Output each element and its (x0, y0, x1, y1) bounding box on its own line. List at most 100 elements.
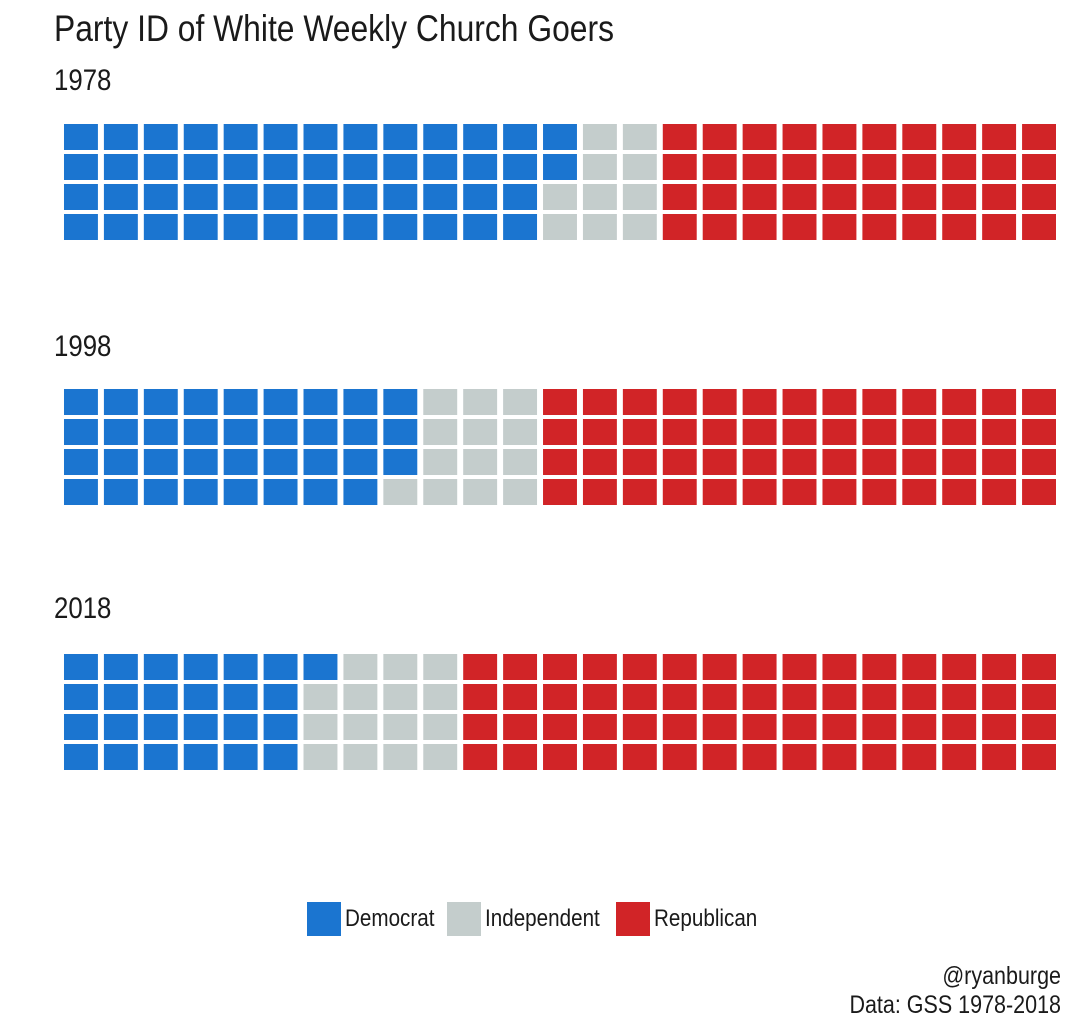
waffle-cell-1978-democrat (103, 124, 138, 150)
waffle-cell-1978-democrat (463, 154, 498, 180)
waffle-cell-1978-republican (902, 124, 937, 150)
waffle-cell-1998-democrat (143, 479, 178, 505)
waffle-cell-1998-independent (463, 449, 498, 475)
waffle-cell-1998-independent (423, 449, 458, 475)
waffle-cell-2018-republican (822, 744, 857, 770)
legend-item-democrat: Democrat (306, 902, 439, 936)
waffle-cell-2018-democrat (183, 654, 218, 680)
waffle-cell-1978-democrat (343, 154, 378, 180)
waffle-cell-1978-republican (1022, 184, 1056, 210)
waffle-cell-2018-republican (702, 684, 737, 710)
waffle-cell-1978-democrat (503, 124, 538, 150)
waffle-cell-2018-independent (343, 714, 378, 740)
waffle-cell-2018-republican (742, 684, 777, 710)
waffle-cell-1998-republican (543, 419, 577, 445)
waffle-cell-1978-independent (543, 184, 577, 210)
waffle-cell-2018-democrat (263, 684, 298, 710)
waffle-cell-2018-republican (982, 684, 1017, 710)
waffle-cell-1978-democrat (463, 124, 498, 150)
waffle-cell-2018-republican (782, 714, 817, 740)
legend-swatch-democrat (306, 902, 341, 936)
legend-swatch-independent (446, 902, 481, 936)
waffle-cell-1978-democrat (343, 124, 378, 150)
waffle-cell-2018-republican (582, 744, 617, 770)
waffle-cell-2018-independent (303, 684, 338, 710)
waffle-cell-1998-republican (782, 479, 817, 505)
waffle-cell-1978-democrat (543, 124, 577, 150)
waffle-cell-1978-democrat (303, 154, 338, 180)
waffle-cell-1998-republican (902, 389, 937, 415)
waffle-cell-1998-democrat (63, 479, 98, 505)
waffle-cell-2018-republican (622, 684, 657, 710)
waffle-cell-1998-independent (423, 389, 458, 415)
waffle-cell-2018-democrat (223, 714, 258, 740)
waffle-cell-2018-democrat (223, 744, 258, 770)
waffle-cell-2018-independent (383, 714, 418, 740)
legend: Democrat Independent Republican (0, 901, 1071, 937)
waffle-cell-1998-democrat (263, 389, 298, 415)
legend-label-independent: Independent (484, 905, 600, 932)
waffle-cell-1978-independent (622, 124, 657, 150)
waffle-cell-2018-republican (622, 744, 657, 770)
waffle-cell-2018-republican (782, 744, 817, 770)
waffle-cell-1978-republican (862, 184, 897, 210)
waffle-cell-1998-democrat (263, 419, 298, 445)
waffle-cell-1998-independent (503, 389, 538, 415)
waffle-cell-2018-republican (662, 654, 697, 680)
waffle-cell-2018-republican (662, 714, 697, 740)
waffle-cell-1978-democrat (343, 214, 378, 240)
waffle-cell-1978-democrat (263, 214, 298, 240)
waffle-cell-2018-republican (742, 714, 777, 740)
waffle-cell-2018-republican (862, 654, 897, 680)
waffle-cell-2018-independent (343, 684, 378, 710)
waffle-cell-2018-independent (343, 654, 378, 680)
waffle-cell-2018-republican (463, 714, 498, 740)
waffle-cell-2018-republican (1022, 684, 1056, 710)
waffle-cell-1998-republican (982, 449, 1017, 475)
waffle-cell-1978-democrat (383, 214, 418, 240)
waffle-cell-1998-republican (622, 419, 657, 445)
waffle-cell-1978-democrat (143, 184, 178, 210)
waffle-cell-1978-democrat (263, 154, 298, 180)
waffle-cell-1978-republican (1022, 154, 1056, 180)
waffle-cell-2018-democrat (143, 654, 178, 680)
waffle-cell-1978-democrat (63, 124, 98, 150)
waffle-cell-1998-democrat (223, 389, 258, 415)
waffle-cell-2018-republican (582, 684, 617, 710)
waffle-cell-1998-republican (782, 419, 817, 445)
waffle-cell-1998-republican (902, 449, 937, 475)
waffle-cell-2018-democrat (63, 744, 98, 770)
waffle-cell-2018-democrat (263, 744, 298, 770)
waffle-cell-1998-independent (503, 479, 538, 505)
waffle-cell-1978-republican (862, 214, 897, 240)
waffle-cell-2018-republican (782, 654, 817, 680)
waffle-cell-1998-democrat (303, 419, 338, 445)
waffle-cell-1978-republican (942, 184, 977, 210)
waffle-cell-1978-independent (622, 154, 657, 180)
waffle-cell-1998-republican (782, 389, 817, 415)
waffle-cell-1998-independent (503, 419, 538, 445)
waffle-panel-1998 (63, 389, 1056, 505)
waffle-cell-1978-independent (582, 214, 617, 240)
waffle-cell-2018-independent (423, 714, 458, 740)
panel-label-1998: 1998 (54, 330, 112, 363)
waffle-cell-2018-republican (822, 684, 857, 710)
waffle-cell-1998-republican (662, 479, 697, 505)
waffle-cell-1998-republican (862, 449, 897, 475)
legend-item-republican: Republican (616, 902, 764, 936)
waffle-cell-1978-republican (862, 154, 897, 180)
waffle-cell-2018-republican (463, 684, 498, 710)
waffle-cell-2018-republican (662, 684, 697, 710)
waffle-panel-2018 (63, 654, 1056, 770)
waffle-cell-1998-democrat (223, 419, 258, 445)
waffle-cell-1998-republican (622, 389, 657, 415)
waffle-cell-2018-republican (742, 654, 777, 680)
waffle-cell-1998-republican (982, 419, 1017, 445)
waffle-cell-1978-republican (1022, 214, 1056, 240)
waffle-cell-1978-democrat (463, 184, 498, 210)
waffle-cell-2018-democrat (63, 714, 98, 740)
waffle-cell-1978-republican (702, 124, 737, 150)
waffle-cell-1998-republican (1022, 389, 1056, 415)
waffle-cell-1978-republican (702, 154, 737, 180)
waffle-cell-1998-republican (982, 389, 1017, 415)
